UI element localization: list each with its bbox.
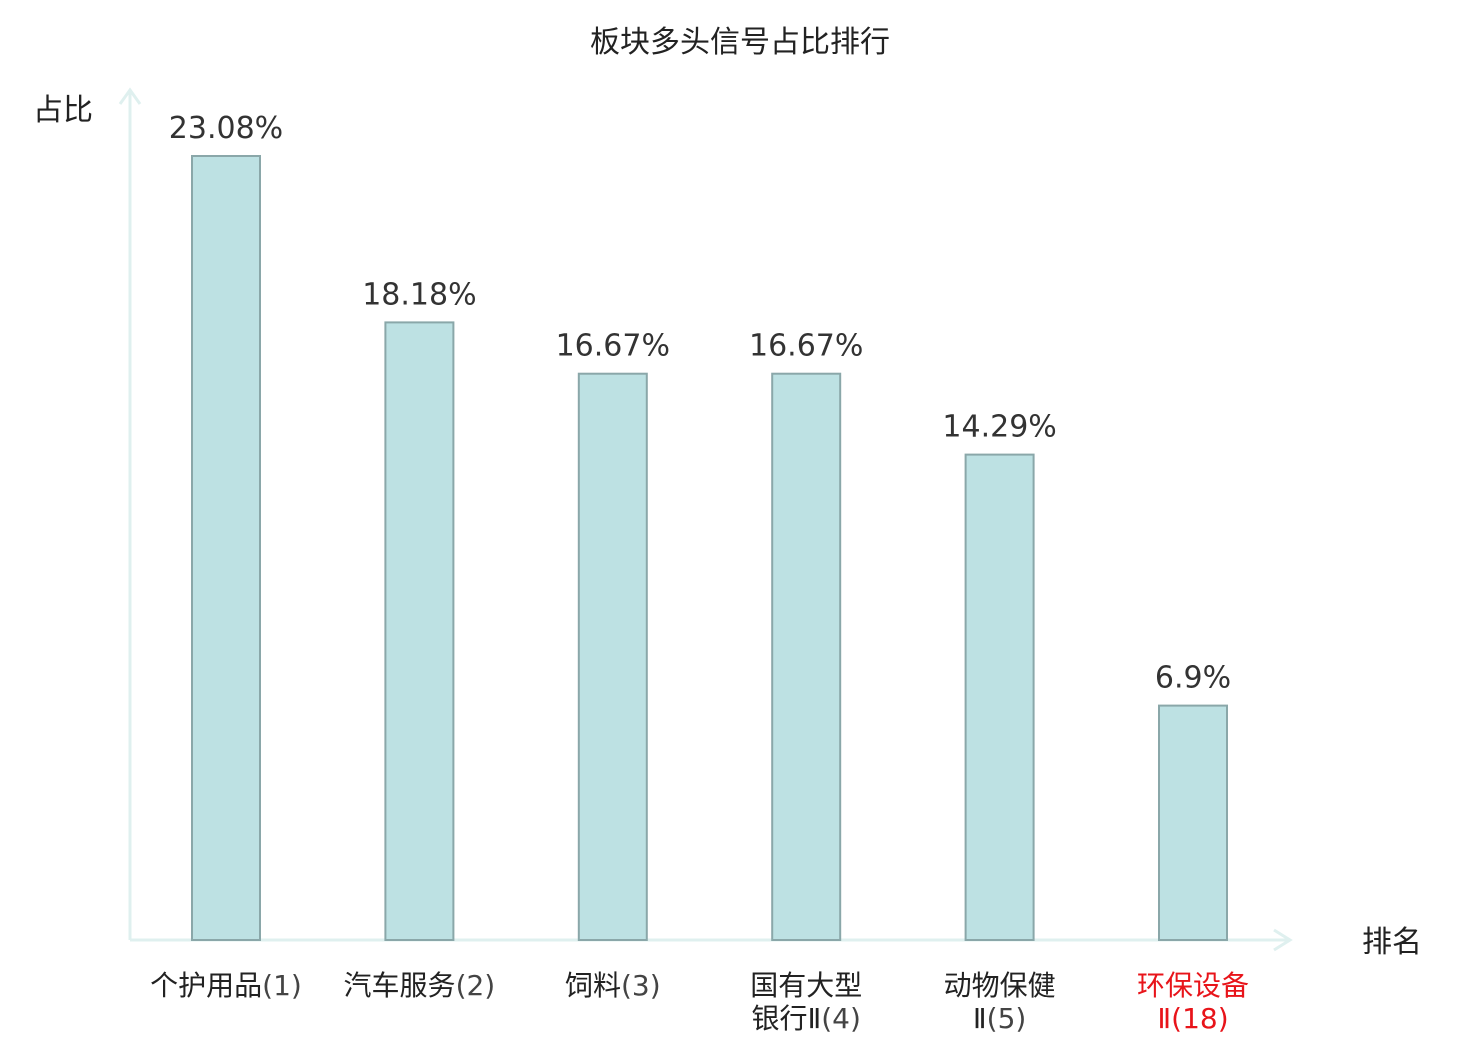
x-tick-label: 动物保健 <box>944 969 1056 1002</box>
bar-value-label: 18.18% <box>362 277 476 312</box>
x-tick-label: 国有大型 <box>750 969 862 1002</box>
bar-value-label: 16.67% <box>556 329 670 364</box>
x-tick-name: 国有大型 <box>750 969 862 1002</box>
bar-value-label: 6.9% <box>1155 661 1231 696</box>
bar <box>384 321 455 941</box>
x-tick-rank: (3) <box>621 969 661 1002</box>
x-tick-rank: (18) <box>1171 1002 1228 1035</box>
x-tick-label: 汽车服务(2) <box>344 969 496 1002</box>
x-tick-name: 汽车服务 <box>344 969 456 1002</box>
bar <box>191 155 261 941</box>
axes <box>118 87 1293 952</box>
x-tick-name: 个护用品 <box>150 969 262 1002</box>
x-tick-rank: (4) <box>821 1002 861 1035</box>
x-tick-name: 饲料 <box>565 969 621 1002</box>
y-axis-arrow <box>118 87 142 105</box>
x-tick-label: 个护用品(1) <box>150 969 302 1002</box>
value-labels-group: 23.08% 18.18% 16.67% 16.67% 14.29% 6.9% <box>169 111 1231 696</box>
x-tick-label: 饲料(3) <box>565 969 661 1002</box>
bar <box>1158 704 1228 941</box>
chart-title: 板块多头信号占比排行 <box>590 25 890 60</box>
bar <box>771 372 842 941</box>
bar-value-label: 16.67% <box>749 329 863 364</box>
bar <box>964 453 1035 941</box>
x-axis-arrow <box>1273 928 1293 952</box>
y-axis-label: 占比 <box>33 93 93 128</box>
bar-value-label: 23.08% <box>169 111 283 146</box>
x-tick-label: Ⅱ(18) <box>1157 1002 1228 1035</box>
x-tick-label: Ⅱ(5) <box>973 1002 1026 1035</box>
x-tick-name: Ⅱ <box>1157 1002 1171 1035</box>
x-tick-rank: (2) <box>456 969 496 1002</box>
x-axis-label: 排名 <box>1362 925 1422 960</box>
x-tick-label: 环保设备 <box>1137 969 1249 1002</box>
category-labels-group: 个护用品(1) 汽车服务(2) 饲料(3) 国有大型银行Ⅱ(4)动物保健Ⅱ(5)环保设… <box>150 969 1249 1035</box>
bars-group <box>191 155 1228 941</box>
x-tick-name: Ⅱ <box>973 1002 987 1035</box>
x-tick-name: 银行Ⅱ <box>751 1002 821 1035</box>
bar <box>577 372 648 941</box>
x-tick-rank: (5) <box>987 1002 1027 1035</box>
bar-value-label: 14.29% <box>942 410 1056 445</box>
x-tick-label: 银行Ⅱ(4) <box>751 1002 860 1035</box>
x-tick-name: 动物保健 <box>944 969 1056 1002</box>
x-tick-name: 环保设备 <box>1137 969 1249 1002</box>
x-tick-rank: (1) <box>262 969 302 1002</box>
